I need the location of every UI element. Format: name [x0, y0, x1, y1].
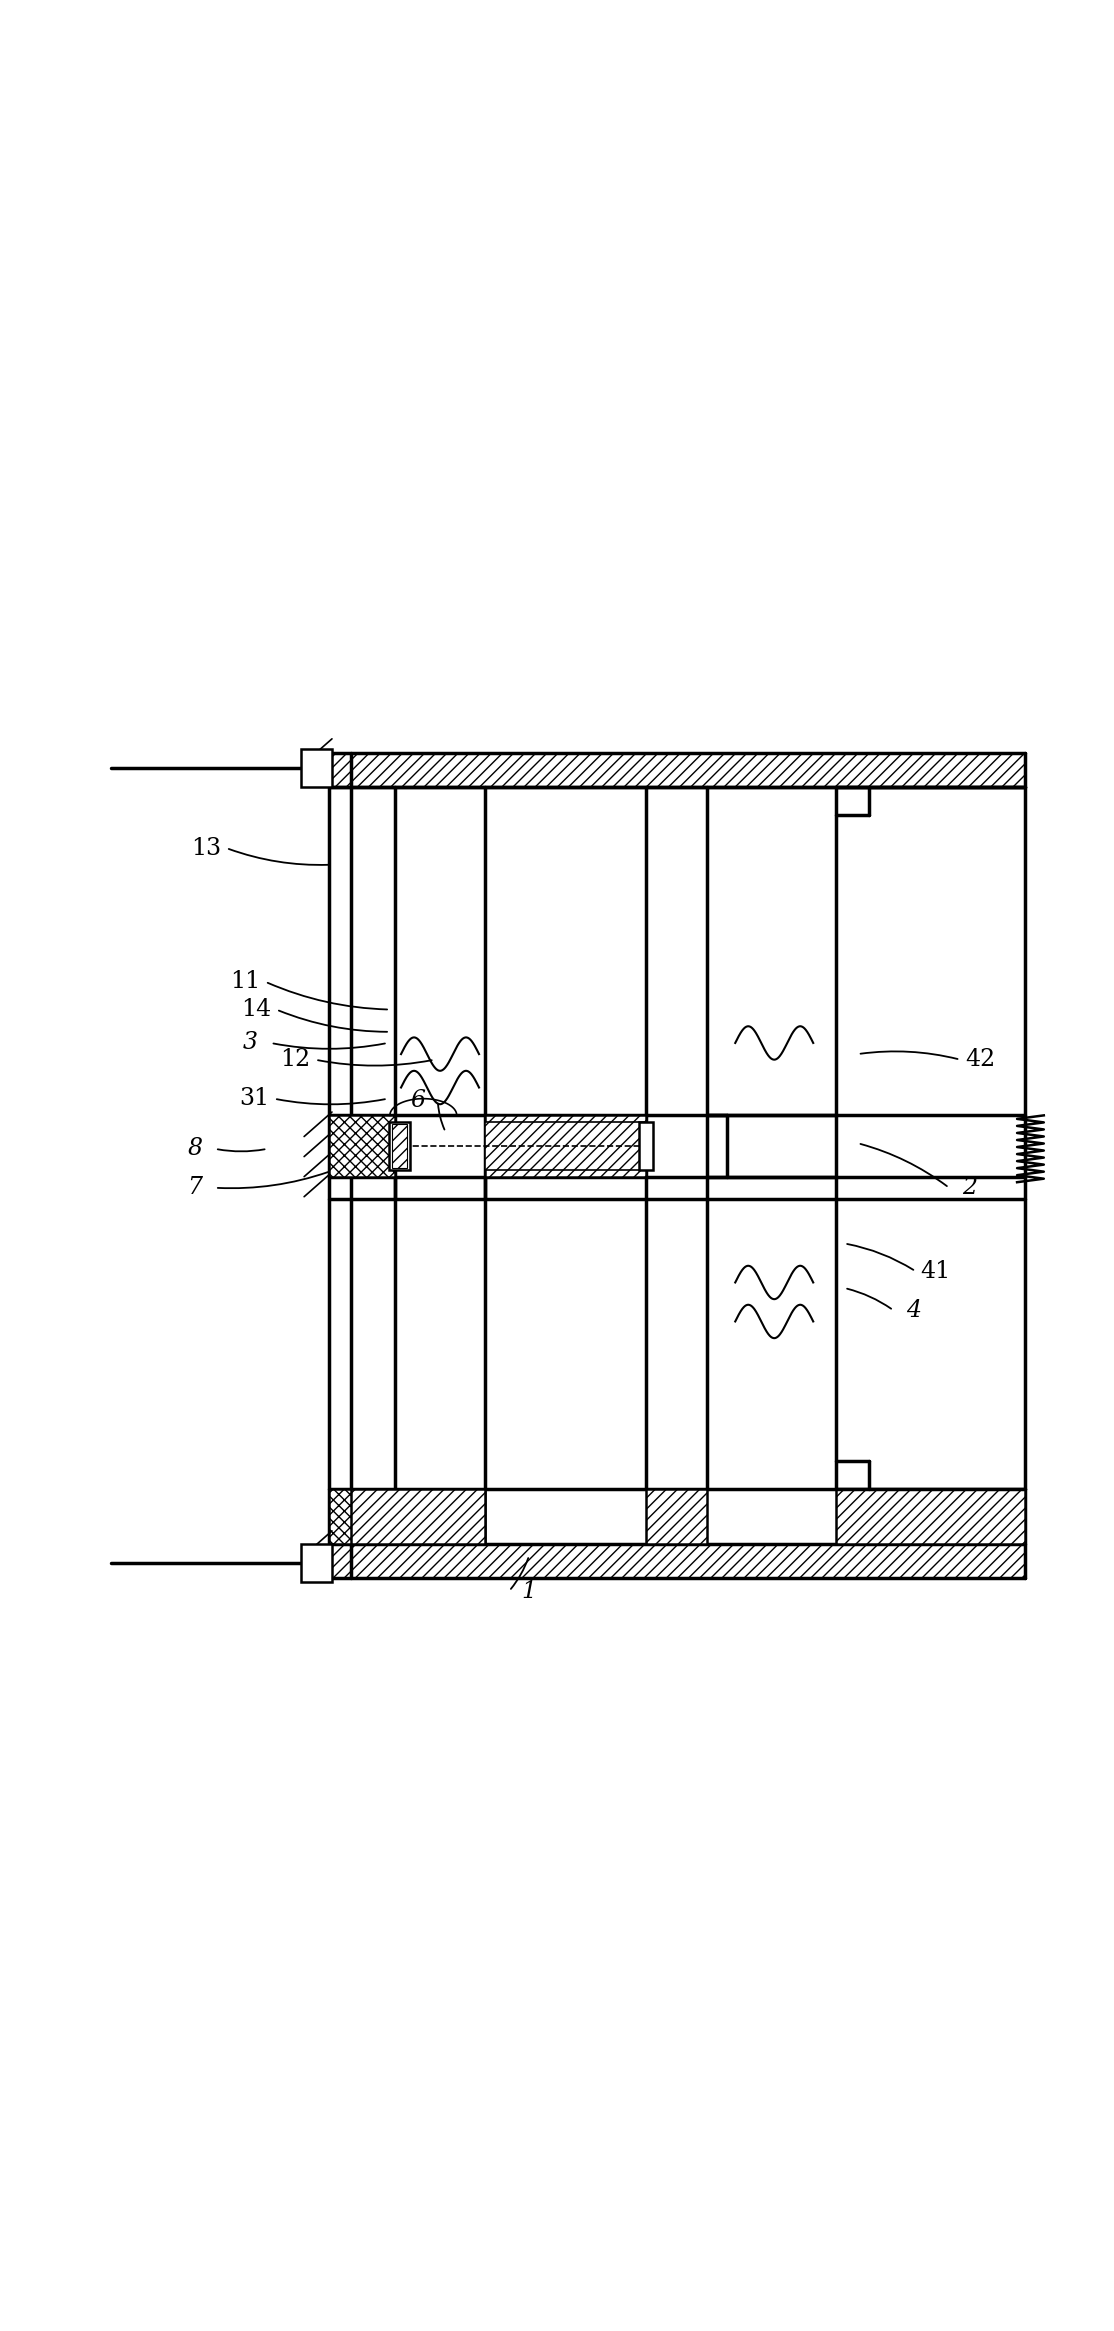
Bar	[301, 1543, 332, 1583]
Text: 31: 31	[238, 1086, 270, 1110]
Text: 8: 8	[187, 1138, 203, 1161]
Bar	[392, 1124, 408, 1168]
Bar	[485, 1114, 646, 1177]
Text: 7: 7	[187, 1177, 203, 1198]
Bar	[836, 1490, 1025, 1543]
Text: 14: 14	[241, 998, 272, 1021]
Bar	[329, 1543, 1025, 1578]
Text: 3: 3	[243, 1030, 258, 1054]
Text: 12: 12	[280, 1049, 311, 1072]
Bar	[301, 748, 332, 788]
Text: 11: 11	[229, 970, 261, 993]
Text: 42: 42	[965, 1049, 996, 1072]
Text: 6: 6	[410, 1089, 426, 1112]
Bar	[329, 753, 1025, 788]
Text: 41: 41	[920, 1259, 951, 1282]
Text: 4: 4	[906, 1298, 921, 1322]
Bar	[329, 1114, 395, 1177]
Text: 2: 2	[961, 1177, 977, 1198]
Bar	[390, 1121, 410, 1170]
Bar	[351, 1490, 485, 1543]
Text: 13: 13	[190, 837, 222, 860]
Bar	[646, 1490, 707, 1543]
Bar	[329, 1490, 485, 1543]
Text: 1: 1	[521, 1580, 537, 1601]
Bar	[639, 1121, 653, 1170]
Bar	[485, 1121, 646, 1170]
